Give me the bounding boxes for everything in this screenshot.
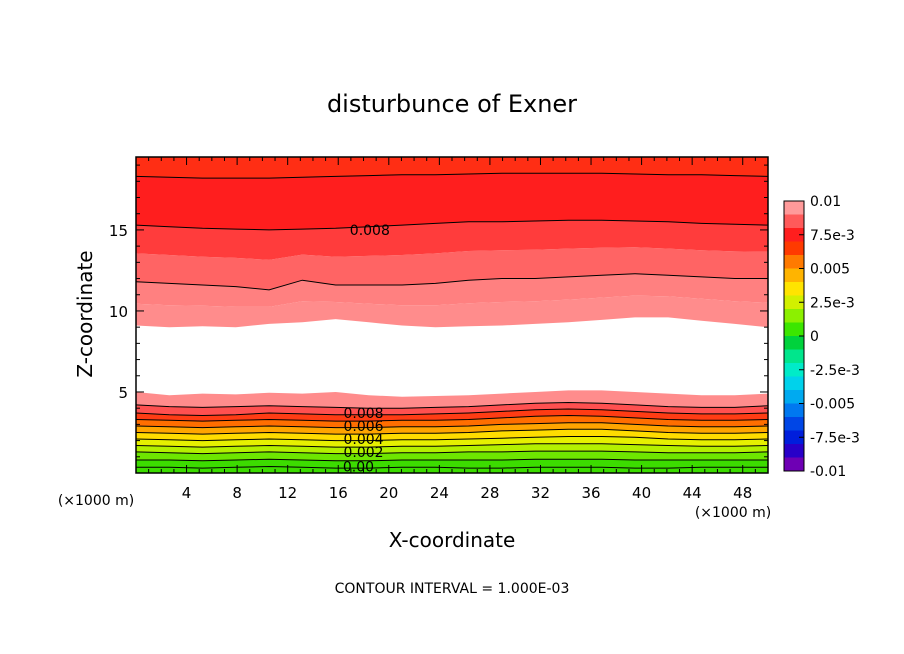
upper-band-5 [136,157,768,179]
colorbar: 0.01 7.5e-3 0.005 2.5e-3 0 -2.5e-3 -0.005 -7.5e… [783,194,860,480]
contour-line-lower-0.007 [136,414,768,422]
contour-label-3: 0.004 [343,432,383,448]
lower-band-4 [136,436,768,448]
lower-band-5 [136,429,768,441]
colorbar-band-7 [784,295,804,310]
upper-band-0 [136,295,768,328]
colorbar-band-8 [784,309,804,323]
x-tick-label-12: 12 [278,484,297,502]
colorbar-band-15 [784,403,804,418]
colorbar-band-10 [784,336,804,350]
colorbar-band-4 [784,255,804,269]
x-tick-label-32: 32 [531,484,550,502]
contour-line-lower-0.009 [136,401,768,409]
lower-band-9 [136,402,768,416]
colorbar-label-8: -0.01 [810,464,846,480]
colorbar-band-12 [784,363,804,377]
contour-line-lower-0.003 [136,443,768,448]
lower-band-1 [136,459,768,469]
contour-label-2: 0.006 [343,419,383,435]
x-tick-label-40: 40 [632,484,651,502]
lower-band-8 [136,409,768,422]
contour-line-lower-0.006 [136,422,768,429]
contour-fills [136,157,768,473]
contour-label-4: 0.002 [343,445,383,461]
x-unit-left: (×1000 m) [58,493,134,509]
colorbar-band-5 [784,268,804,283]
colorbar-label-1: 7.5e-3 [810,228,855,244]
contour-line-upper-0.009 [136,172,768,179]
colorbar-label-0: 0.01 [810,194,841,210]
y-tick-label-10: 10 [109,303,128,321]
contour-label-0: 0.008 [350,223,390,239]
contour-line-lower-0.008 [136,408,768,417]
contour-line-lower-0.001 [136,458,768,462]
contour-line-lower-0.002 [136,450,768,455]
y-tick-label-15: 15 [109,222,128,240]
colorbar-label-3: 2.5e-3 [810,295,855,311]
x-tick-label-24: 24 [430,484,449,502]
contour-line-lower-0.000 [136,465,768,469]
colorbar-label-5: -2.5e-3 [810,363,860,379]
upper-band-2 [136,247,768,290]
lower-band-7 [136,415,768,428]
x-tick-label-44: 44 [683,484,702,502]
x-tick-label-16: 16 [329,484,348,502]
colorbar-band-2 [784,228,804,242]
chart-title: disturbunce of Exner [327,90,577,118]
colorbar-band-0 [784,201,804,215]
contour-line-lower-0.004 [136,436,768,442]
contour-lines [136,172,768,469]
contour-line-lower-0.005 [136,428,768,435]
colorbar-label-7: -7.5e-3 [810,430,860,446]
colorbar-band-3 [784,241,804,256]
colorbar-label-2: 0.005 [810,262,850,278]
colorbar-band-14 [784,390,804,404]
contour-line-upper-0.007 [136,273,768,291]
upper-band-4 [136,173,768,230]
y-axis-label: Z-coordinate [73,250,97,377]
colorbar-label-6: -0.005 [810,397,855,413]
x-tick-label-20: 20 [379,484,398,502]
x-unit-right: (×1000 m) [695,505,771,521]
x-axis-label: X-coordinate [389,528,516,552]
colorbar-band-6 [784,282,804,296]
x-tick-label-36: 36 [581,484,600,502]
y-tick-label-5: 5 [118,384,128,402]
upper-band-3 [136,220,768,260]
colorbar-band-18 [784,444,804,458]
colorbar-band-16 [784,417,804,431]
contour-interval-note: CONTOUR INTERVAL = 1.000E-03 [335,581,570,597]
contour-line-upper-0.008 [136,219,768,231]
lower-band-6 [136,422,768,435]
contour-label-1: 0.008 [343,406,383,422]
x-tick-label-8: 8 [232,484,242,502]
colorbar-label-4: 0 [810,329,819,345]
lower-band-10 [136,390,768,409]
colorbar-band-17 [784,430,804,445]
upper-band-1 [136,273,768,307]
colorbar-band-1 [784,214,804,229]
colorbar-band-13 [784,376,804,391]
colorbar-band-9 [784,322,804,337]
colorbar-band-11 [784,349,804,364]
x-tick-label-28: 28 [480,484,499,502]
colorbar-band-19 [784,457,804,472]
x-tick-label-4: 4 [182,484,192,502]
lower-band-2 [136,451,768,461]
x-tick-label-48: 48 [733,484,752,502]
